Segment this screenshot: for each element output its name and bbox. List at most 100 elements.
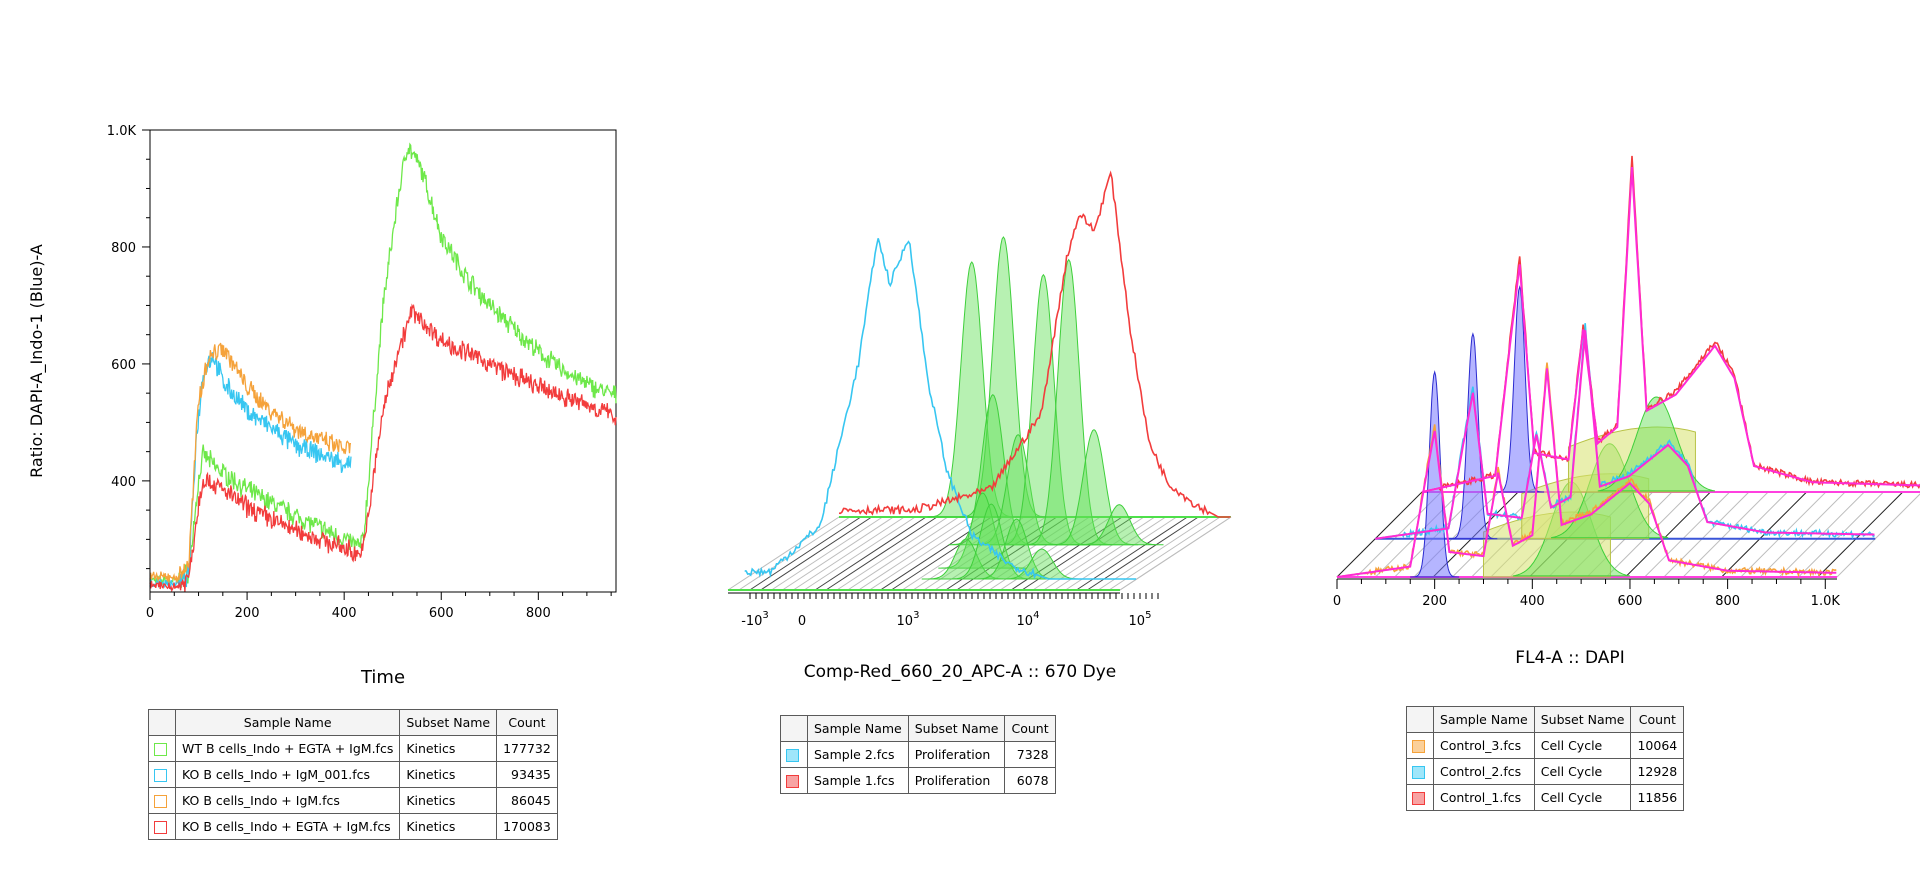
y-tick-label: 800 [111, 241, 136, 256]
x-tick-label: 200 [1422, 594, 1447, 609]
model-fit-line [1421, 167, 1920, 493]
x-tick-label: 104 [1017, 610, 1040, 629]
floor-grid-line [880, 516, 992, 591]
floor-grid-line [803, 516, 916, 591]
x-tick-label: 105 [1129, 610, 1152, 629]
floor-grid-line [1108, 516, 1221, 591]
legend-row[interactable]: KO B cells_Indo + IgM.fcs Kinetics 86045 [148, 787, 558, 814]
floor-grid-line [847, 516, 960, 591]
model-fit-line [1375, 330, 1875, 540]
series-line [744, 238, 1137, 580]
x-tick-label: 0 [146, 606, 154, 621]
generation-peak [927, 261, 1016, 518]
legend-sample-name: Control_1.fcs [1433, 784, 1535, 811]
legend-row[interactable]: WT B cells_Indo + EGTA + IgM.fcs Kinetic… [148, 735, 558, 762]
floor-grid-line [989, 516, 1101, 591]
proliferation-chart: -103 0 103 104 105 Comp-Red_660_20_APC-A :: … [727, 170, 1232, 682]
series-line [149, 142, 617, 589]
legend-row[interactable]: Control_3.fcs Cell Cycle 10064 [1406, 732, 1685, 759]
floor-grid-line [771, 516, 883, 591]
floor-grid-line [999, 516, 1112, 591]
legend-swatch-icon [154, 795, 167, 808]
floor-grid-line [1336, 491, 1423, 578]
floor-grid-line [912, 516, 1025, 591]
floor-grid-line [738, 516, 851, 591]
legend-count: 7328 [1004, 741, 1056, 768]
floor-grid-line [956, 516, 1068, 591]
kinetics-chart: 0 200 400 600 800 400 600 800 1.0K Time Ratio: … [27, 124, 617, 688]
legend-header-count: Count [496, 709, 558, 736]
x-axis-label: Comp-Red_660_20_APC-A :: 670 Dye [804, 662, 1117, 682]
x-tick-label: 200 [235, 606, 260, 621]
legend-subset-name: Cell Cycle [1533, 784, 1632, 811]
legend-sample-name: Control_2.fcs [1433, 758, 1535, 785]
legend-sample-name: Sample 1.fcs [807, 767, 909, 794]
cell-cycle-g2-peak [1597, 396, 1716, 492]
y-tick-label: 600 [111, 358, 136, 373]
legend-row[interactable]: Control_1.fcs Cell Cycle 11856 [1406, 784, 1685, 811]
x-tick-label: 1.0K [1811, 594, 1841, 609]
proliferation-chart-panel: -103 0 103 104 105 Comp-Red_660_20_APC-A :: … [660, 0, 1320, 875]
floor-grid-line [825, 516, 938, 591]
floor-grid-line [1021, 516, 1134, 591]
legend-row[interactable]: Sample 2.fcs Proliferation 7328 [780, 741, 1056, 768]
legend-row[interactable]: KO B cells_Indo + EGTA + IgM.fcs Kinetic… [148, 813, 558, 840]
legend-count: 170083 [496, 813, 558, 840]
x-tick-label: 0 [1333, 594, 1341, 609]
x-tick-label: 103 [897, 610, 920, 629]
generation-peak [1075, 504, 1164, 546]
floor-grid-line [1836, 493, 1920, 578]
legend-subset-name: Kinetics [399, 787, 498, 814]
legend-row[interactable]: Control_2.fcs Cell Cycle 12928 [1406, 758, 1685, 785]
floor-grid-line [1076, 516, 1188, 591]
x-tick-label: 600 [429, 606, 454, 621]
legend-row[interactable]: Sample 1.fcs Proliferation 6078 [780, 767, 1056, 794]
legend-count: 12928 [1630, 758, 1685, 785]
x-tick-label: 600 [1618, 594, 1643, 609]
cell-cycle-chart-panel: 0 200 400 600 800 1.0K FL4-A :: DAPI Sample N… [1320, 0, 1920, 875]
generation-peak [999, 273, 1088, 546]
floor-side-edge [1119, 516, 1232, 591]
cell-cycle-g1-peak [1495, 285, 1545, 493]
legend-count: 93435 [496, 761, 558, 788]
legend-header-subset: Subset Name [399, 709, 498, 736]
legend-subset-name: Cell Cycle [1533, 732, 1632, 759]
legend-header-sample: Sample Name [807, 715, 909, 742]
floor-grid-line [891, 516, 1003, 591]
y-tick-label: 1.0K [107, 124, 137, 139]
legend-swatch-icon [154, 821, 167, 834]
legend-swatch-icon [1412, 740, 1425, 753]
x-tick-label: 800 [1715, 594, 1740, 609]
floor-grid-line [836, 516, 949, 591]
floor-grid-line [1625, 491, 1711, 578]
generation-peak [1024, 258, 1113, 546]
x-tick-label: 0 [798, 614, 806, 629]
legend-sample-name: KO B cells_Indo + IgM.fcs [174, 787, 401, 814]
cell-cycle-g1-peak [1410, 370, 1460, 578]
floor-grid-line [1043, 516, 1156, 591]
generation-peak [948, 394, 1038, 546]
series-line [149, 342, 351, 583]
legend-header-subset: Subset Name [1533, 706, 1632, 733]
model-fit-line [1336, 368, 1837, 578]
legend-header-swatch [780, 715, 808, 742]
legend-swatch-icon [154, 769, 167, 782]
floor-grid-line [793, 516, 905, 591]
cell-cycle-g1-peak [1448, 332, 1498, 540]
legend-swatch-icon [786, 749, 799, 762]
generation-peak [1049, 429, 1139, 546]
legend-subset-name: Proliferation [907, 741, 1006, 768]
legend-sample-name: WT B cells_Indo + EGTA + IgM.fcs [174, 735, 401, 762]
floor-grid-line [1740, 491, 1827, 578]
legend-swatch-icon [1412, 792, 1425, 805]
series-line [149, 303, 617, 593]
legend-subset-name: Cell Cycle [1533, 758, 1632, 785]
floor-grid-line [978, 516, 1090, 591]
legend-header-count: Count [1004, 715, 1056, 742]
generation-peak [947, 503, 1036, 580]
legend-table: Sample Name Subset Name Count WT B cells… [148, 709, 558, 840]
floor-grid-line [945, 516, 1058, 591]
floor-grid-line [858, 516, 970, 591]
legend-row[interactable]: KO B cells_Indo + IgM_001.fcs Kinetics 9… [148, 761, 558, 788]
generation-peak [921, 538, 1011, 580]
